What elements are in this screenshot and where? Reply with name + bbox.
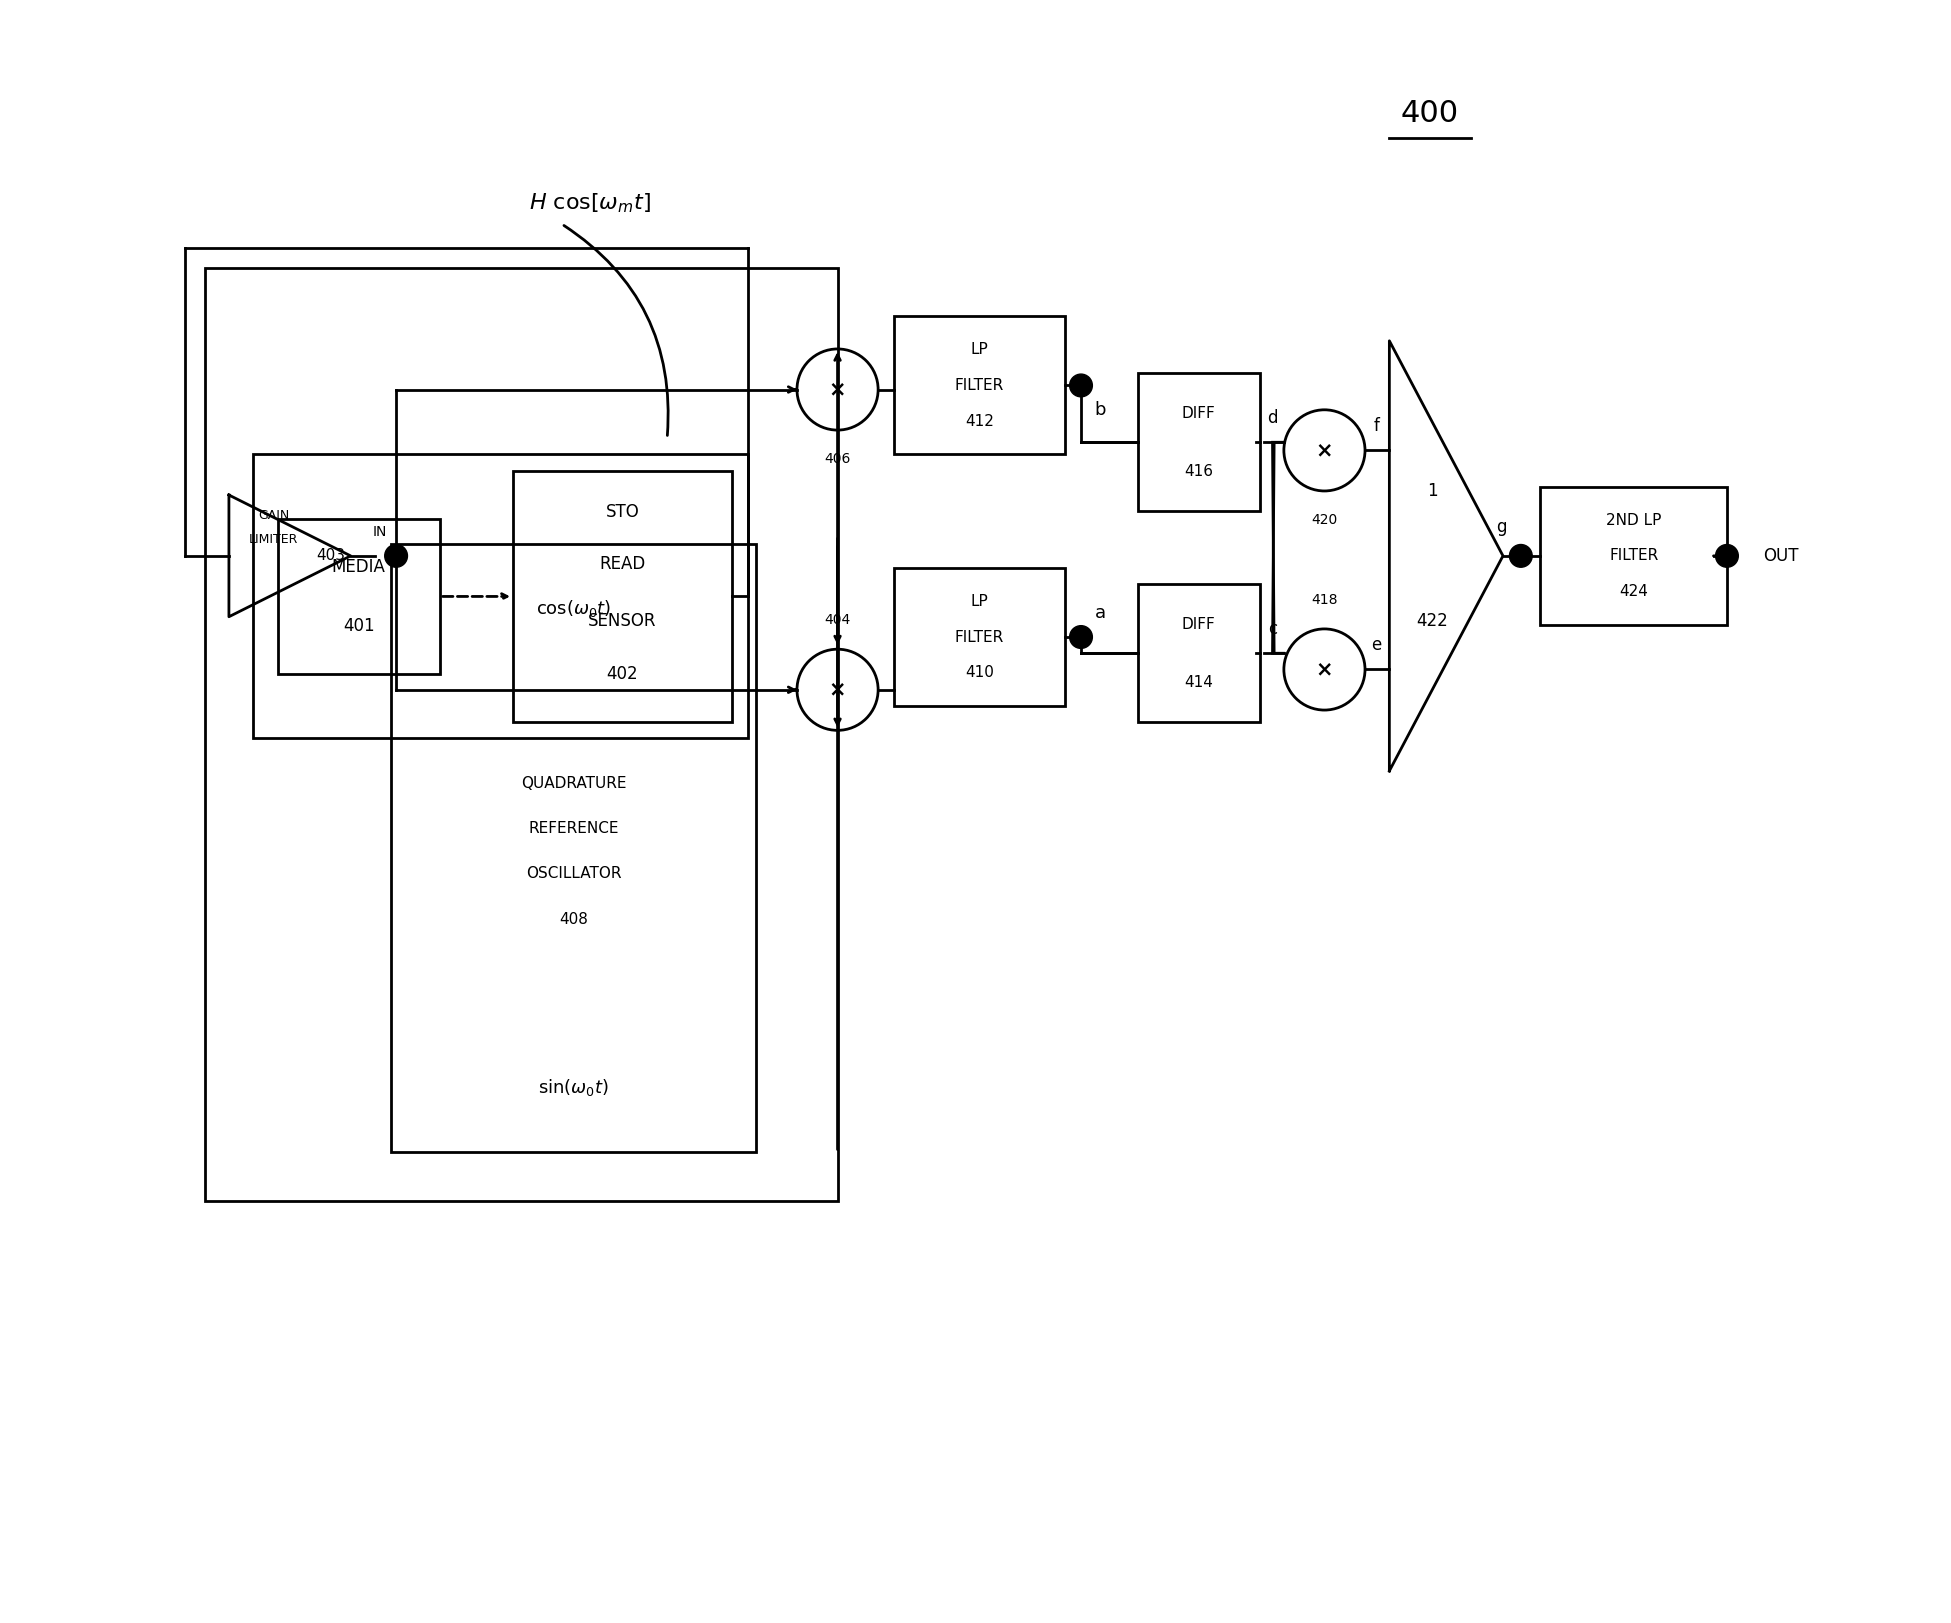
Text: 416: 416	[1184, 464, 1214, 479]
Text: 400: 400	[1401, 99, 1459, 128]
Text: 401: 401	[343, 617, 375, 635]
Text: 412: 412	[966, 414, 993, 428]
Text: 408: 408	[560, 912, 589, 927]
Text: REFERENCE: REFERENCE	[529, 821, 618, 836]
Text: 1: 1	[1428, 482, 1438, 500]
Text: 414: 414	[1184, 675, 1214, 690]
Bar	[277, 519, 439, 674]
Bar	[254, 454, 749, 738]
Text: 403: 403	[316, 549, 345, 563]
Text: 404: 404	[825, 613, 851, 626]
Text: e: e	[1372, 636, 1381, 654]
Bar	[1137, 584, 1260, 722]
Text: READ: READ	[599, 555, 646, 573]
Text: DIFF: DIFF	[1182, 617, 1215, 631]
Text: OUT: OUT	[1762, 547, 1799, 565]
Text: b: b	[1095, 401, 1106, 419]
Text: 424: 424	[1619, 584, 1649, 599]
Text: FILTER: FILTER	[954, 378, 1005, 393]
Text: 402: 402	[607, 665, 638, 683]
Text: OSCILLATOR: OSCILLATOR	[527, 867, 622, 881]
Text: ×: ×	[1315, 659, 1333, 680]
Text: DIFF: DIFF	[1182, 406, 1215, 420]
Text: $\it{H}$ $\mathrm{cos}[\omega_m t]$: $\it{H}$ $\mathrm{cos}[\omega_m t]$	[529, 192, 652, 214]
Text: LP: LP	[972, 342, 989, 357]
Text: FILTER: FILTER	[954, 630, 1005, 644]
Text: 410: 410	[966, 665, 993, 680]
Bar	[1539, 487, 1727, 625]
Text: 406: 406	[825, 453, 851, 466]
Circle shape	[1069, 373, 1093, 398]
Text: f: f	[1374, 417, 1379, 435]
Text: 418: 418	[1311, 592, 1338, 607]
Text: QUADRATURE: QUADRATURE	[521, 776, 626, 790]
Text: ×: ×	[829, 380, 847, 399]
Bar	[894, 316, 1065, 454]
Text: $\cos(\omega_0 t)$: $\cos(\omega_0 t)$	[537, 599, 611, 618]
Bar	[894, 568, 1065, 706]
Text: FILTER: FILTER	[1610, 549, 1658, 563]
Text: SENSOR: SENSOR	[589, 612, 657, 630]
Text: a: a	[1095, 604, 1106, 622]
Circle shape	[384, 544, 408, 568]
Bar	[1137, 373, 1260, 511]
Text: 422: 422	[1416, 612, 1448, 630]
Text: c: c	[1268, 620, 1278, 638]
Text: ×: ×	[1315, 440, 1333, 461]
Text: LIMITER: LIMITER	[250, 532, 299, 547]
Bar	[205, 268, 837, 1201]
Text: LP: LP	[972, 594, 989, 609]
Circle shape	[1715, 544, 1738, 568]
Text: d: d	[1268, 409, 1278, 427]
Circle shape	[1510, 544, 1532, 568]
Circle shape	[1069, 625, 1093, 648]
Text: MEDIA: MEDIA	[332, 558, 386, 576]
Text: STO: STO	[605, 503, 640, 521]
Text: GAIN: GAIN	[258, 508, 289, 523]
Bar	[392, 544, 757, 1152]
Text: IN: IN	[373, 524, 386, 539]
Text: 2ND LP: 2ND LP	[1606, 513, 1662, 527]
Text: $\sin(\omega_0 t)$: $\sin(\omega_0 t)$	[538, 1078, 609, 1097]
Text: g: g	[1496, 518, 1506, 536]
Bar	[513, 471, 732, 722]
Text: 420: 420	[1311, 513, 1338, 527]
Text: ×: ×	[829, 680, 847, 700]
